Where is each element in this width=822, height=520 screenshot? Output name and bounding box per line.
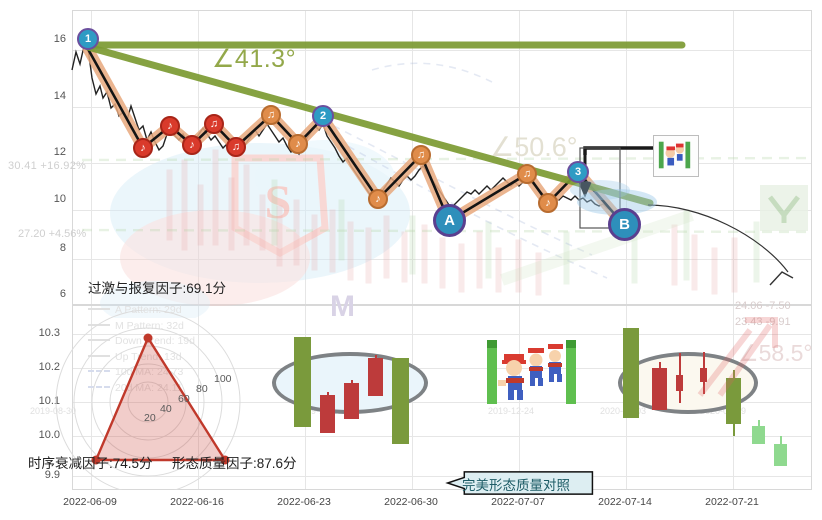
candle-left-3 bbox=[344, 380, 359, 419]
x-tick-0: 2022-06-09 bbox=[63, 496, 117, 508]
y-tick-upper-0: 16 bbox=[53, 33, 66, 45]
radar-tick-60: 60 bbox=[178, 393, 190, 405]
y-tick-lower-3: 10.0 bbox=[38, 429, 60, 441]
candle-right-4 bbox=[700, 352, 707, 394]
x-tick-5: 2022-07-14 bbox=[598, 496, 652, 508]
pivot-marker-b-label: B bbox=[619, 216, 630, 233]
note-marker-orange-5[interactable]: ♫ bbox=[517, 164, 537, 184]
legend-item-2: Down Trend: 19d bbox=[115, 335, 195, 347]
note-marker-orange-4[interactable]: ♫ bbox=[411, 145, 431, 165]
legend-swatch bbox=[88, 385, 110, 388]
downtrend-line bbox=[84, 43, 654, 207]
watermark-date-4: 2020-04-29 bbox=[700, 406, 747, 416]
radar-tick-40: 40 bbox=[160, 403, 172, 415]
radar-tick-80: 80 bbox=[196, 383, 208, 395]
legend-swatch bbox=[88, 339, 110, 341]
candle-right-3 bbox=[676, 353, 683, 403]
legend-item-1: M Pattern: 32d bbox=[115, 319, 184, 332]
pivot-marker-2-label: 2 bbox=[319, 110, 327, 122]
legend-watermark: A Pattern: 29d M Pattern: 32d Down Trend… bbox=[88, 303, 195, 396]
y-tick-lower-4: 9.9 bbox=[44, 469, 60, 481]
x-tick-6: 2022-07-21 bbox=[705, 496, 759, 508]
candle-right-2 bbox=[652, 362, 667, 410]
note-marker-orange-3[interactable]: ♪ bbox=[368, 189, 388, 209]
pattern-thumbnail[interactable] bbox=[653, 135, 699, 177]
pivot-marker-b[interactable]: B bbox=[608, 208, 641, 241]
music-note-icon: ♫ bbox=[416, 149, 426, 161]
music-note-icon: ♫ bbox=[231, 141, 241, 153]
watermark-date-2: 2019-12-24 bbox=[488, 406, 535, 416]
factor-label-top: 过激与报复因子:69.1分 bbox=[88, 281, 227, 296]
radar-tick-20: 20 bbox=[144, 412, 156, 424]
pivot-marker-1-label: 1 bbox=[84, 33, 92, 45]
y-tick-upper-4: 8 bbox=[59, 242, 66, 254]
callout-banner[interactable] bbox=[440, 470, 600, 496]
pivot-marker-a[interactable]: A bbox=[433, 204, 466, 237]
y-tick-upper-1: 14 bbox=[53, 90, 66, 102]
pivot-marker-a-label: A bbox=[444, 212, 455, 229]
candle-right-7 bbox=[774, 436, 787, 466]
watermark-date-0: 2019-08-30 bbox=[30, 406, 77, 416]
candle-left-4 bbox=[368, 355, 383, 396]
music-note-icon: ♫ bbox=[522, 168, 532, 180]
music-note-icon: ♪ bbox=[375, 193, 381, 205]
note-marker-red-3[interactable]: ♪ bbox=[182, 135, 202, 155]
pivot-marker-3-label: 3 bbox=[574, 166, 582, 178]
angle-label-primary: ∠41.3° bbox=[212, 45, 297, 73]
candle-right-5 bbox=[726, 370, 741, 436]
candle-left-2 bbox=[320, 392, 335, 433]
note-marker-red-4[interactable]: ♫ bbox=[204, 114, 224, 134]
note-marker-red-1[interactable]: ♪ bbox=[133, 138, 153, 158]
radar-chart bbox=[55, 310, 241, 490]
y-tick-upper-3: 10 bbox=[53, 193, 66, 205]
pixel-sprite-icon bbox=[658, 141, 691, 169]
music-note-icon: ♪ bbox=[140, 142, 146, 154]
note-marker-red-2[interactable]: ♪ bbox=[160, 116, 180, 136]
radar-tick-100: 100 bbox=[214, 373, 232, 385]
music-note-icon: ♪ bbox=[545, 197, 551, 209]
music-note-icon: ♪ bbox=[189, 139, 195, 151]
factor-label-bottom-right: 形态质量因子:87.6分 bbox=[172, 456, 297, 471]
legend-swatch bbox=[88, 308, 110, 310]
legend-swatch bbox=[88, 354, 110, 357]
music-note-icon: ♫ bbox=[209, 118, 219, 130]
legend-item-3: Up Trend: 13d bbox=[115, 350, 182, 363]
candle-left-1 bbox=[294, 337, 311, 427]
music-note-icon: ♪ bbox=[167, 120, 173, 132]
callout-text: 完美形态质量对照 bbox=[462, 478, 570, 493]
candle-right-6 bbox=[752, 420, 765, 444]
candle-right-1 bbox=[623, 328, 639, 418]
pivot-marker-3[interactable]: 3 bbox=[567, 161, 589, 183]
x-tick-1: 2022-06-16 bbox=[170, 496, 224, 508]
y-tick-upper-2: 12 bbox=[53, 146, 66, 158]
note-marker-orange-2[interactable]: ♪ bbox=[288, 134, 308, 154]
factor-label-bottom-left: 时序衰减因子:74.5分 bbox=[28, 456, 153, 471]
x-tick-2: 2022-06-23 bbox=[277, 496, 331, 508]
note-marker-orange-6[interactable]: ♪ bbox=[538, 193, 558, 213]
y-tick-lower-1: 10.2 bbox=[38, 361, 60, 373]
legend-swatch bbox=[88, 370, 110, 372]
candle-left-5 bbox=[392, 358, 409, 444]
x-tick-4: 2022-07-07 bbox=[491, 496, 545, 508]
pivot-marker-2[interactable]: 2 bbox=[312, 105, 334, 127]
music-note-icon: ♫ bbox=[266, 109, 276, 121]
x-tick-3: 2022-06-30 bbox=[384, 496, 438, 508]
music-note-icon: ♪ bbox=[295, 138, 301, 150]
pivot-marker-1[interactable]: 1 bbox=[77, 28, 99, 50]
note-marker-red-5[interactable]: ♫ bbox=[226, 137, 246, 157]
y-tick-lower-2: 10.1 bbox=[38, 395, 60, 407]
note-marker-orange-1[interactable]: ♫ bbox=[261, 105, 281, 125]
y-tick-upper-5: 6 bbox=[59, 288, 66, 300]
y-tick-lower-0: 10.3 bbox=[38, 327, 60, 339]
pixel-sprite-group bbox=[487, 340, 576, 404]
